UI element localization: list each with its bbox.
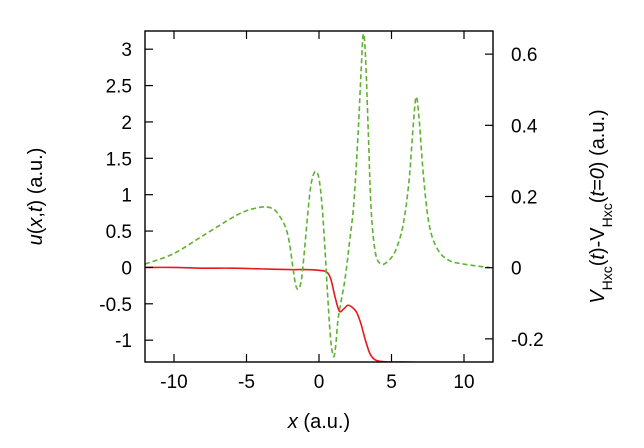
y-right-tick-label: 0.2 <box>511 188 537 209</box>
y-left-tick-label: 2.5 <box>106 77 132 98</box>
y-left-tick-label: 1.5 <box>106 149 132 170</box>
x-tick-label: 5 <box>386 372 397 393</box>
y-left-tick-label: -1 <box>115 331 132 352</box>
y-right-tick-label: 0.4 <box>511 116 538 137</box>
y-right-tick-label: 0.6 <box>511 45 537 66</box>
x-tick-label: 0 <box>314 372 325 393</box>
y-right-tick-label: -0.2 <box>511 330 544 351</box>
series-layer <box>145 33 491 362</box>
x-axis-title: x (a.u.) <box>287 411 350 433</box>
x-tick-label: 10 <box>453 372 474 393</box>
y-left-axis-title: u(x,t) (a.u.) <box>25 148 47 246</box>
y-left-tick-label: 0.5 <box>106 222 132 243</box>
y-right-axis-title: VHxc(t)-VHxc(t=0) (a.u.) <box>587 109 615 303</box>
x-tick-label: -10 <box>160 372 187 393</box>
plot-frame <box>144 30 494 363</box>
axes: -10 -5 0 5 10 -1 -0.5 0 0.5 1 1.5 2 2.5 3 -0.2 0 0.2 0.4 0… <box>99 30 544 393</box>
y-left-tick-label: 1 <box>121 186 132 207</box>
series-line-vhxc <box>145 33 491 358</box>
y-left-tick-label: 2 <box>121 113 132 134</box>
x-tick-label: -5 <box>238 372 255 393</box>
y-left-tick-label: 3 <box>121 40 132 61</box>
series-line-u <box>145 266 438 362</box>
y-left-tick-label: -0.5 <box>99 295 132 316</box>
y-left-tick-label: 0 <box>121 258 132 279</box>
y-right-tick-label: 0 <box>511 259 522 280</box>
